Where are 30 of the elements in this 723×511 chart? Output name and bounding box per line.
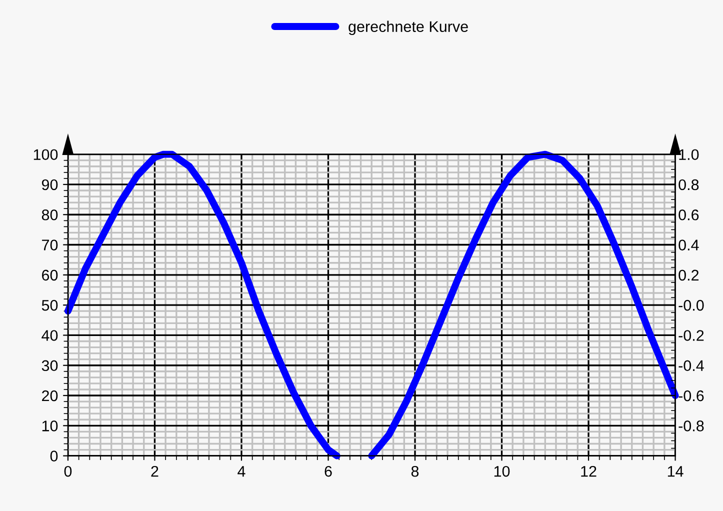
text: -0.2: [678, 330, 704, 341]
y2-tick-label: 0.4: [678, 240, 699, 250]
y-tick-label: 100: [34, 149, 58, 160]
y2-tick-label: 1.0: [679, 149, 699, 160]
y-tick-label: 70: [42, 240, 58, 250]
x-tick-label: 6: [324, 466, 332, 477]
y-tick-label: 30: [42, 360, 58, 372]
x-tick-label: 2: [151, 466, 158, 477]
y-tick-label: 50: [42, 300, 58, 311]
text: -0.8: [678, 420, 704, 432]
y2-tick-label: -0.0: [678, 300, 704, 311]
y-tick-label: 20: [42, 390, 58, 402]
text: -0.6: [678, 390, 704, 402]
y2-tick-label: 0.2: [678, 270, 699, 281]
y-tick-label: 80: [42, 209, 58, 220]
legend-label: gerechnete Kurve: [348, 20, 468, 36]
y-tick-label: 0: [50, 450, 58, 462]
x-tick-label: 0: [64, 466, 72, 477]
y2-tick-label: 0.8: [678, 179, 699, 190]
x-tick-label: 10: [494, 466, 510, 477]
x-tick-label: 12: [581, 466, 596, 477]
x-tick-label: 8: [411, 466, 419, 477]
y-tick-label: 10: [42, 420, 58, 432]
x-tick-label: 14: [668, 466, 684, 477]
x-tick-label: 4: [238, 466, 246, 477]
text: -0.4: [678, 360, 704, 372]
y-tick-label: 60: [42, 270, 58, 281]
y2-tick-label: 0.6: [678, 209, 699, 220]
y-tick-label: 90: [42, 179, 58, 190]
y-tick-label: 40: [42, 330, 58, 341]
